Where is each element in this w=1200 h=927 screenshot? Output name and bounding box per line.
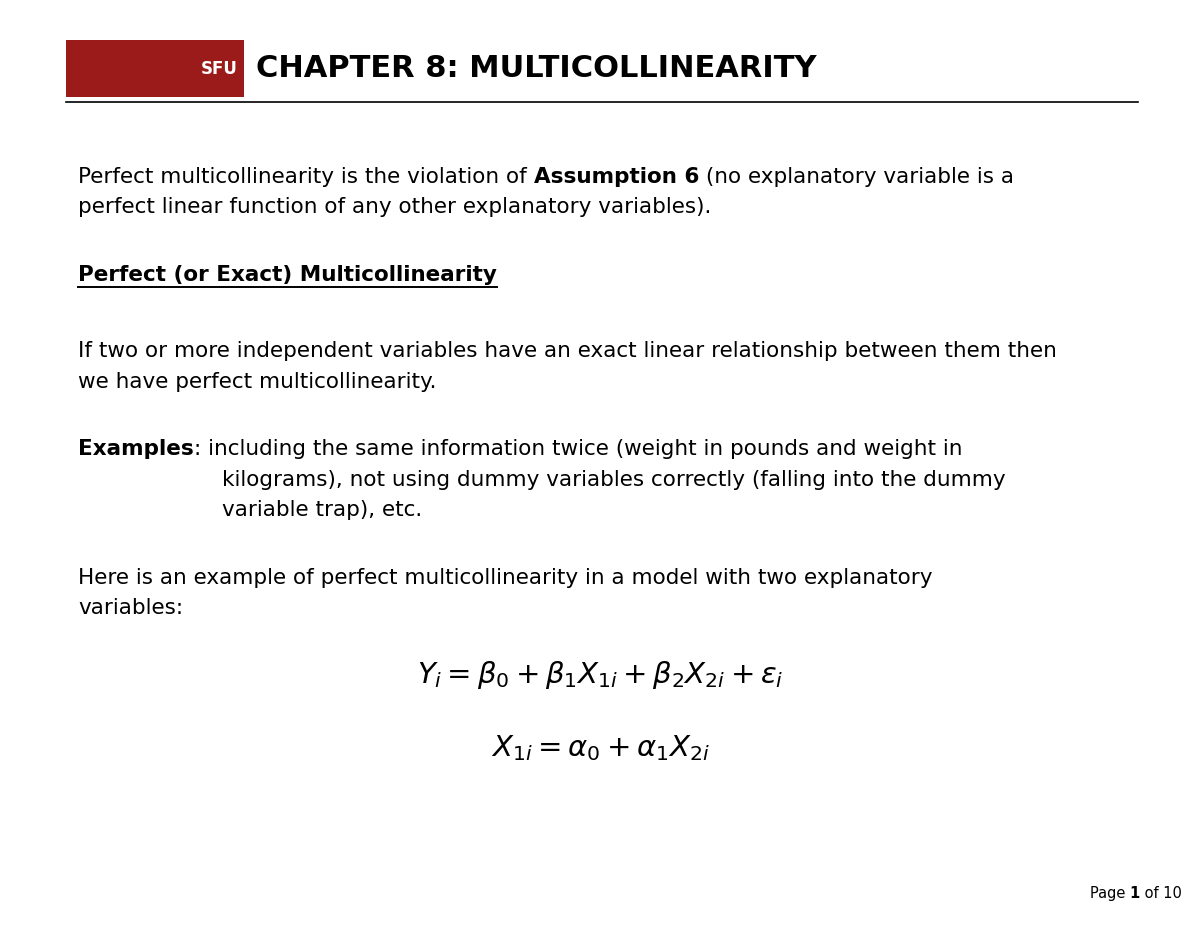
Text: (no explanatory variable is a: (no explanatory variable is a: [698, 167, 1014, 187]
Text: variable trap), etc.: variable trap), etc.: [222, 501, 422, 520]
Text: we have perfect multicollinearity.: we have perfect multicollinearity.: [78, 372, 437, 392]
Text: If two or more independent variables have an exact linear relationship between t: If two or more independent variables hav…: [78, 341, 1057, 362]
Text: Perfect (or Exact) Multicollinearity: Perfect (or Exact) Multicollinearity: [78, 265, 497, 285]
Text: Here is an example of perfect multicollinearity in a model with two explanatory: Here is an example of perfect multicolli…: [78, 567, 932, 588]
Text: SFU: SFU: [200, 59, 238, 78]
Text: Page: Page: [1090, 886, 1129, 901]
Text: Examples: Examples: [78, 439, 193, 459]
Text: $Y_i = \beta_0 + \beta_1 X_{1i} + \beta_2 X_{2i} + \varepsilon_i$: $Y_i = \beta_0 + \beta_1 X_{1i} + \beta_…: [416, 659, 784, 692]
Text: : including the same information twice (weight in pounds and weight in: : including the same information twice (…: [193, 439, 962, 459]
Text: Perfect multicollinearity is the violation of: Perfect multicollinearity is the violati…: [78, 167, 534, 187]
Text: CHAPTER 8: MULTICOLLINEARITY: CHAPTER 8: MULTICOLLINEARITY: [256, 54, 816, 83]
Text: perfect linear function of any other explanatory variables).: perfect linear function of any other exp…: [78, 197, 712, 218]
Text: 1: 1: [1129, 886, 1140, 901]
Text: Assumption 6: Assumption 6: [534, 167, 698, 187]
Text: $X_{1i} = \alpha_0 + \alpha_1 X_{2i}$: $X_{1i} = \alpha_0 + \alpha_1 X_{2i}$: [491, 733, 709, 763]
Text: of 10: of 10: [1140, 886, 1182, 901]
FancyBboxPatch shape: [66, 40, 244, 97]
Text: kilograms), not using dummy variables correctly (falling into the dummy: kilograms), not using dummy variables co…: [222, 470, 1006, 489]
Text: variables:: variables:: [78, 598, 184, 618]
